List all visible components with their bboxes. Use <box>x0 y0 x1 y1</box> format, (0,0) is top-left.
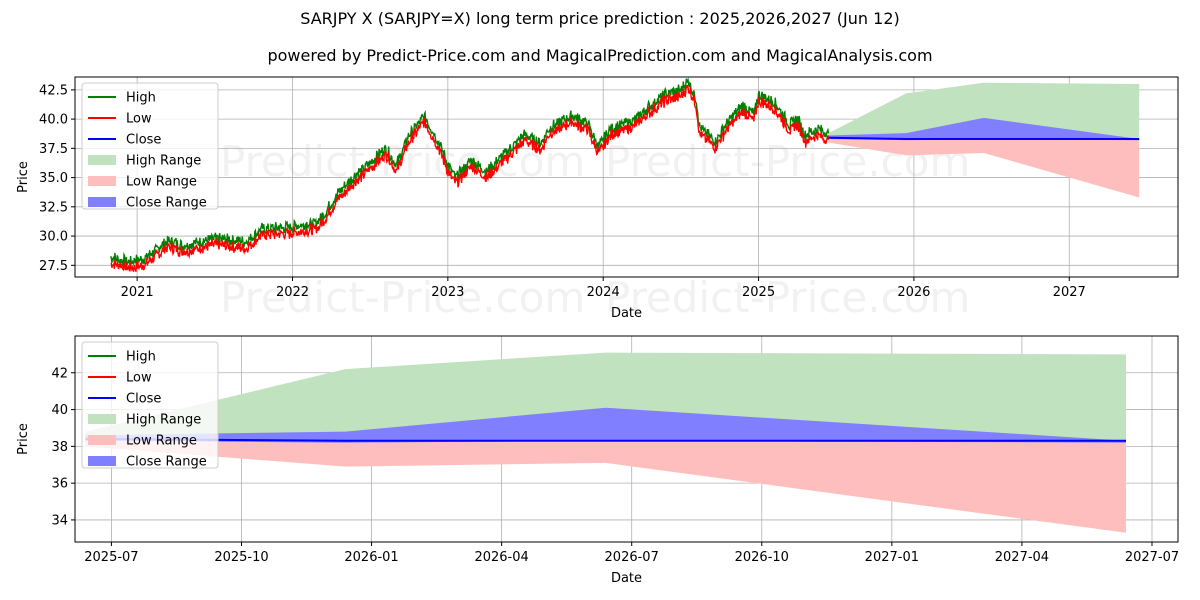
y-tick-label: 42.5 <box>39 83 68 98</box>
legend-swatch <box>88 414 116 424</box>
x-tick-label: 2021 <box>121 285 154 300</box>
y-tick-label: 42 <box>51 366 68 381</box>
x-tick-label: 2025-07 <box>84 550 138 565</box>
history-chart-panel: Predict-Price.com Predict-Price.comPredic… <box>16 76 1179 322</box>
legend-swatch <box>88 176 116 186</box>
chart-subtitle: powered by Predict-Price.com and Magical… <box>267 46 933 65</box>
legend-label: Close Range <box>126 196 207 211</box>
y-tick-label: 32.5 <box>39 200 68 215</box>
axis-ticks: 2021 2022 2023 2024 2025 2026 2027 27.5 30.0 32.5… <box>39 83 1086 300</box>
y-tick-label: 36 <box>51 477 68 492</box>
plot-frame <box>74 335 1179 543</box>
watermark-text: Predict-Price.com <box>220 273 585 322</box>
legend-label: Close <box>126 133 161 148</box>
x-tick-label: 2025 <box>742 285 775 300</box>
legend-label: Low Range <box>126 434 197 449</box>
legend-label: High <box>126 350 156 365</box>
series-layer <box>85 352 1126 533</box>
close-line <box>828 136 1140 140</box>
x-tick-label: 2026-01 <box>344 550 398 565</box>
high-range-area <box>85 352 1126 441</box>
y-tick-label: 35.0 <box>39 171 68 186</box>
y-tick-label: 30.0 <box>39 230 68 245</box>
y-axis-label: Price <box>16 161 31 193</box>
watermark-text: Predict-Price.com <box>605 273 970 322</box>
x-tick-label: 2024 <box>587 285 620 300</box>
y-tick-label: 40 <box>51 403 68 418</box>
high-range-area <box>828 82 1140 139</box>
legend-label: High <box>126 91 156 106</box>
legend-label: Low <box>126 371 152 386</box>
x-tick-label: 2027-04 <box>995 550 1049 565</box>
legend-label: Low <box>126 112 152 127</box>
x-tick-label: 2026-10 <box>735 550 789 565</box>
y-tick-label: 38 <box>51 440 68 455</box>
low-line <box>110 84 830 272</box>
legend: High Low Close High Range Low Range Close Ran… <box>81 82 219 211</box>
x-tick-label: 2023 <box>431 285 464 300</box>
chart-title: SARJPY X (SARJPY=X) long term price pred… <box>300 9 900 28</box>
low-range-area <box>828 137 1140 198</box>
y-tick-label: 37.5 <box>39 142 68 157</box>
series-layer <box>110 77 1140 272</box>
x-tick-label: 2026 <box>897 285 930 300</box>
y-tick-label: 27.5 <box>39 259 68 274</box>
axis-ticks: 2025-07 2025-10 2026-01 2026-04 2026-07 2026-… <box>51 366 1179 565</box>
plot-frame <box>74 76 1179 278</box>
legend-label: Low Range <box>126 175 197 190</box>
close-range-area <box>828 117 1140 141</box>
x-tick-label: 2022 <box>276 285 309 300</box>
legend: High Low Close High Range Low Range Close Ran… <box>81 341 219 470</box>
legend-label: High Range <box>126 154 201 169</box>
legend-swatch <box>88 155 116 165</box>
y-tick-label: 34 <box>51 513 68 528</box>
legend-swatch <box>88 456 116 466</box>
x-axis-label: Date <box>611 571 642 586</box>
y-tick-label: 40.0 <box>39 113 68 128</box>
x-tick-label: 2026-07 <box>605 550 659 565</box>
close-range-area <box>85 407 1126 443</box>
legend-label: Close Range <box>126 455 207 470</box>
x-tick-label: 2026-04 <box>474 550 528 565</box>
x-axis-label: Date <box>611 306 642 321</box>
x-tick-label: 2025-10 <box>214 550 268 565</box>
low-range-area <box>85 439 1126 533</box>
legend-label: Close <box>126 392 161 407</box>
x-tick-label: 2027-01 <box>865 550 919 565</box>
x-tick-label: 2027 <box>1053 285 1086 300</box>
legend-label: High Range <box>126 413 201 428</box>
x-tick-label: 2027-07 <box>1125 550 1179 565</box>
legend-swatch <box>88 197 116 207</box>
y-axis-label: Price <box>16 423 31 455</box>
legend-swatch <box>88 435 116 445</box>
